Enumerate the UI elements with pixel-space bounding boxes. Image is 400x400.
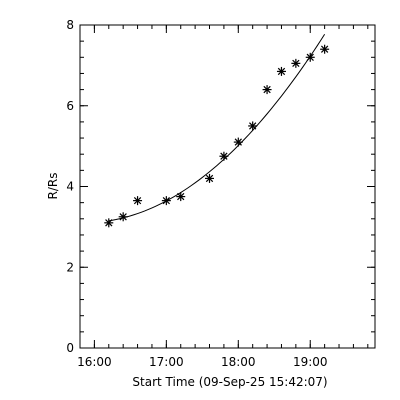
- data-point-asterisk: [219, 151, 229, 161]
- data-point-asterisk: [305, 52, 315, 62]
- y-axis-label: R/Rs: [46, 173, 60, 200]
- data-point-asterisk: [176, 192, 186, 202]
- fit-curve: [108, 34, 326, 222]
- y-tick-label: 4: [66, 180, 74, 194]
- data-point-asterisk: [248, 121, 258, 131]
- x-axis-ticks: 16:00 17:00 18:00 19:00: [77, 25, 369, 369]
- data-point-asterisk: [262, 85, 272, 95]
- x-tick-label: 17:00: [149, 355, 184, 369]
- data-point-asterisk: [276, 66, 286, 76]
- y-tick-label: 2: [66, 260, 74, 274]
- data-point-asterisk: [161, 196, 171, 206]
- plot-frame: [79, 24, 376, 349]
- y-tick-label: 6: [66, 99, 74, 113]
- fit-curve-group: [108, 34, 326, 222]
- data-point-asterisk: [133, 196, 143, 206]
- data-point-asterisk: [291, 58, 301, 68]
- data-points: [104, 44, 330, 228]
- y-tick-label: 8: [66, 18, 74, 32]
- data-point-asterisk: [320, 44, 330, 54]
- data-point-asterisk: [104, 218, 114, 228]
- x-tick-label: 16:00: [77, 355, 112, 369]
- data-point-asterisk: [233, 137, 243, 147]
- data-point-asterisk: [118, 212, 128, 222]
- y-tick-label: 0: [66, 341, 74, 355]
- data-point-asterisk: [205, 173, 215, 183]
- x-tick-label: 18:00: [221, 355, 256, 369]
- y-axis-ticks: 0 2 4 6 8: [66, 18, 375, 355]
- x-tick-label: 19:00: [293, 355, 328, 369]
- x-axis-label: Start Time (09-Sep-25 15:42:07): [132, 375, 327, 389]
